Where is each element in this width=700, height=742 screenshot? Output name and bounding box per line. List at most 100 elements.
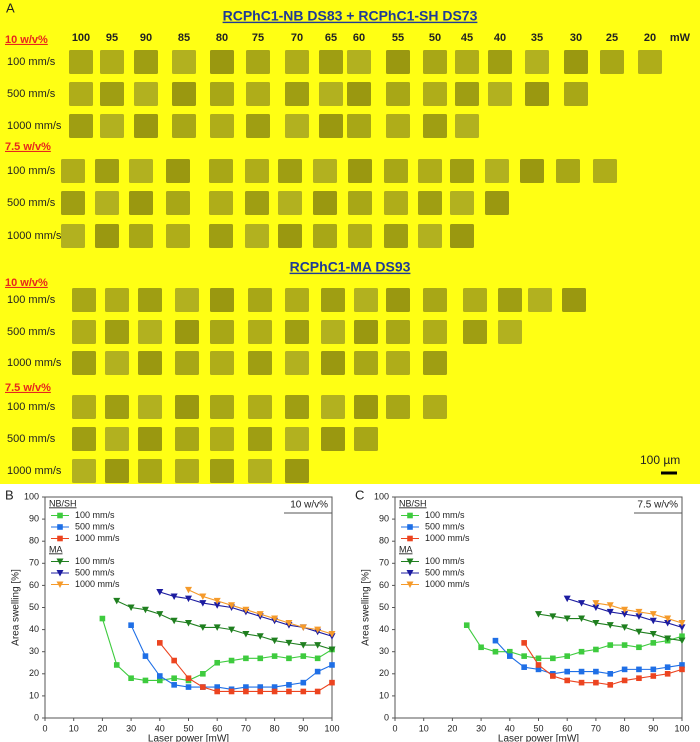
data-point [564,653,570,659]
data-point [170,593,178,600]
legend-label: 100 mm/s [425,510,465,520]
printed-square [138,320,162,344]
printed-square [245,224,269,248]
data-point [286,688,292,695]
data-point [564,677,570,684]
data-point [257,688,264,695]
printed-square [423,351,447,375]
printed-square [246,50,270,74]
printed-square [638,50,662,74]
data-point [185,684,192,690]
y-tick-label: 20 [29,668,39,678]
printed-square [485,191,509,215]
printed-square [498,320,522,344]
x-tick-label: 40 [155,723,165,733]
data-point [664,664,671,670]
printed-square [138,288,162,312]
data-point [650,673,657,679]
data-point [170,617,178,625]
legend-label: 1000 mm/s [75,579,120,589]
printed-square [423,82,447,106]
x-tick-label: 10 [419,723,429,733]
printed-square [61,191,85,215]
data-point [228,626,236,634]
data-point [621,606,629,614]
data-point [550,673,556,679]
printed-square [418,224,442,248]
row-label: 1000 mm/s [7,120,62,132]
printed-square [321,427,345,451]
column-header: 70 [291,32,303,44]
data-point [592,619,600,627]
section-title: RCPhC1-MA DS93 [290,259,411,275]
legend-marker [407,535,413,542]
data-point [286,655,292,662]
data-point [535,662,542,668]
y-tick-label: 30 [379,646,389,656]
data-point [199,600,207,607]
series-line [466,624,683,659]
printed-square [172,114,196,138]
data-point [214,659,220,666]
data-point [299,642,307,649]
legend-label: 500 mm/s [75,567,115,577]
printed-square [321,351,345,375]
data-point [592,604,600,611]
printed-square [210,320,234,344]
printed-square [210,82,234,106]
column-header: 65 [325,32,337,44]
data-point [256,611,264,618]
data-point [649,611,657,618]
printed-square [313,159,337,183]
data-point [300,653,307,659]
y-tick-label: 10 [379,690,389,700]
y-tick-label: 80 [29,536,39,546]
legend-label: 1000 mm/s [75,533,120,543]
data-point [606,622,614,629]
printed-square [463,320,487,344]
data-point [214,684,220,690]
printed-square [423,395,447,419]
data-point [329,679,335,686]
printed-square [95,159,119,183]
data-point [664,619,672,627]
printed-square [105,395,129,419]
printed-square [209,159,233,183]
column-header: 95 [106,32,118,44]
row-label: 1000 mm/s [7,465,62,477]
data-point [636,644,642,651]
legend-marker [56,581,64,588]
data-point [200,671,206,677]
y-axis-label: Area swelling [%] [361,569,372,646]
data-point [199,624,207,631]
data-point [492,637,499,644]
x-tick-label: 30 [476,723,486,733]
legend-marker [57,535,63,542]
row-label: 500 mm/s [7,88,56,100]
data-point [285,619,293,627]
y-tick-label: 100 [24,491,39,501]
printed-square [69,82,93,106]
y-tick-label: 90 [29,513,39,523]
row-label: 500 mm/s [7,197,56,209]
printed-square [105,320,129,344]
y-tick-label: 70 [29,558,39,568]
printed-square [210,288,234,312]
panel-label: B [5,487,14,502]
data-point [171,657,177,664]
data-point [314,668,321,675]
printed-square [321,320,345,344]
printed-square [600,50,624,74]
data-point [128,675,134,682]
printed-square [105,351,129,375]
concentration-label: 10 w/v% [5,34,48,46]
printed-square [488,50,512,74]
printed-square [138,395,162,419]
data-point [679,633,685,640]
printed-square [562,288,586,312]
annotation: 7.5 w/v% [637,500,678,511]
printed-square [248,459,272,483]
row-label: 100 mm/s [7,165,56,177]
annotation: 10 w/v% [290,500,328,511]
data-point [214,688,220,695]
